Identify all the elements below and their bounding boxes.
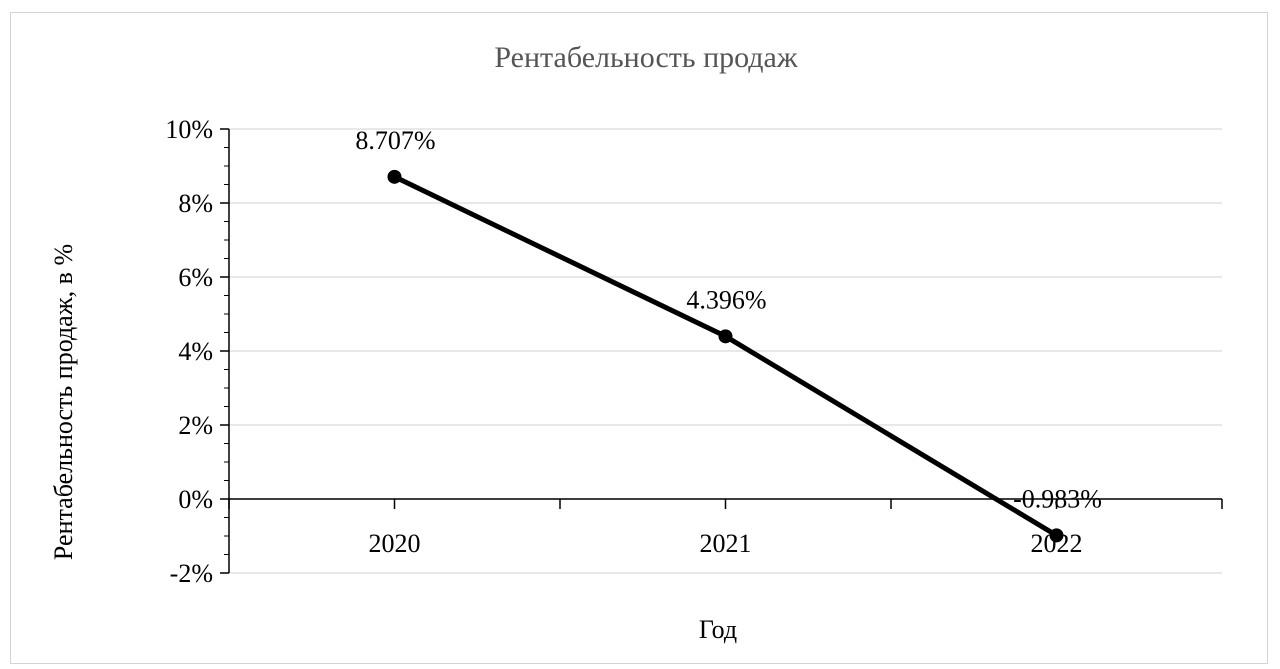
data-label: 4.396% (686, 285, 766, 314)
axes: -2%0%2%4%6%8%10%2020 2021 2022 (165, 115, 1223, 588)
y-tick-label: 8% (178, 189, 213, 218)
y-tick-label: 6% (178, 263, 213, 292)
y-tick-label: 4% (178, 337, 213, 366)
x-axis-title: Год (699, 615, 737, 644)
series (387, 169, 1064, 543)
data-point (387, 169, 402, 184)
chart-frame (10, 12, 1268, 664)
y-tick-label: 10% (165, 115, 213, 144)
y-tick-label: -2% (170, 559, 213, 588)
y-tick-label: 0% (178, 485, 213, 514)
y-tick-label: 2% (178, 411, 213, 440)
series-line (392, 174, 1059, 538)
data-point (1049, 528, 1064, 543)
x-tick-label: 2020 (369, 529, 421, 558)
y-axis-title: Рентабельность продаж, в % (49, 244, 78, 560)
data-label: -0.983% (1013, 484, 1102, 513)
chart-title: Рентабельность продаж (494, 41, 797, 74)
x-tick-label: 2021 (700, 529, 752, 558)
data-point (718, 329, 733, 344)
chart-text: Рентабельность продаж Год Рентабельность… (49, 41, 1102, 644)
data-label: 8.707% (355, 126, 435, 155)
